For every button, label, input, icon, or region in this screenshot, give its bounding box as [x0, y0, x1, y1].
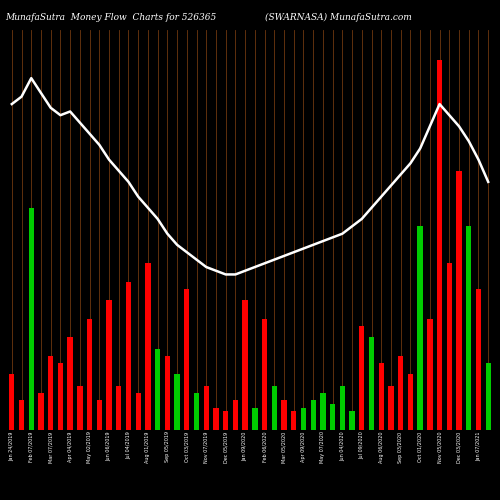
Bar: [96, 400, 102, 430]
Bar: [310, 400, 316, 430]
Bar: [242, 300, 248, 430]
Bar: [194, 393, 199, 430]
Bar: [223, 412, 228, 430]
Bar: [418, 226, 423, 430]
Bar: [48, 356, 54, 430]
Bar: [446, 264, 452, 430]
Text: (SWARNASA) MunafaSutra.com: (SWARNASA) MunafaSutra.com: [265, 12, 412, 22]
Bar: [398, 356, 404, 430]
Bar: [58, 364, 63, 430]
Bar: [378, 364, 384, 430]
Bar: [350, 412, 355, 430]
Text: MunafaSutra  Money Flow  Charts for 526365: MunafaSutra Money Flow Charts for 526365: [5, 12, 216, 22]
Bar: [126, 282, 131, 430]
Bar: [252, 408, 258, 430]
Bar: [77, 386, 82, 430]
Bar: [330, 404, 336, 430]
Bar: [174, 374, 180, 430]
Bar: [155, 348, 160, 430]
Bar: [116, 386, 121, 430]
Bar: [106, 300, 112, 430]
Bar: [9, 374, 15, 430]
Bar: [204, 386, 209, 430]
Bar: [232, 400, 238, 430]
Bar: [476, 290, 481, 430]
Bar: [262, 319, 268, 430]
Bar: [359, 326, 364, 430]
Bar: [136, 393, 141, 430]
Bar: [369, 338, 374, 430]
Bar: [486, 364, 491, 430]
Bar: [184, 290, 190, 430]
Bar: [214, 408, 218, 430]
Bar: [437, 60, 442, 430]
Bar: [272, 386, 277, 430]
Bar: [87, 319, 92, 430]
Bar: [164, 356, 170, 430]
Bar: [282, 400, 286, 430]
Bar: [388, 386, 394, 430]
Bar: [291, 412, 296, 430]
Bar: [19, 400, 24, 430]
Bar: [466, 226, 471, 430]
Bar: [28, 208, 34, 430]
Bar: [320, 393, 326, 430]
Bar: [145, 264, 150, 430]
Bar: [68, 338, 73, 430]
Bar: [38, 393, 44, 430]
Bar: [340, 386, 345, 430]
Bar: [456, 170, 462, 430]
Bar: [408, 374, 413, 430]
Bar: [301, 408, 306, 430]
Bar: [427, 319, 432, 430]
